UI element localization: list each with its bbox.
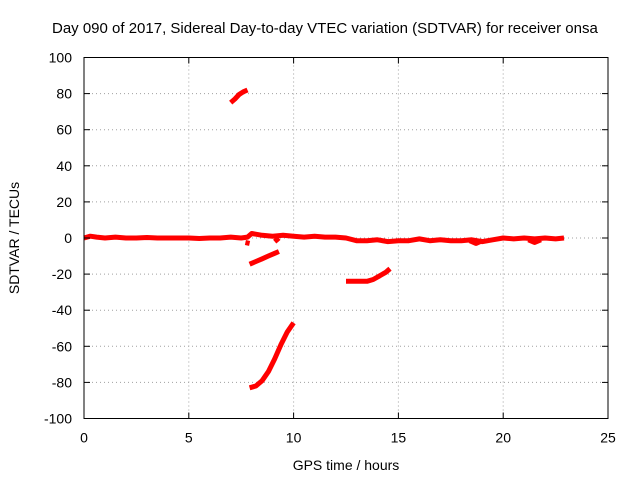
series-top-arc — [229, 87, 249, 105]
y-tick-label: -60 — [52, 338, 72, 354]
y-tick-label: 0 — [64, 230, 72, 246]
y-axis-label: SDTVAR / TECUs — [6, 182, 22, 294]
x-tick-label: 0 — [80, 430, 88, 446]
y-tick-label: -40 — [52, 302, 72, 318]
y-tick-label: 20 — [56, 194, 72, 210]
series-dip-late — [468, 238, 484, 246]
axis-ticks — [83, 57, 609, 419]
x-tick-label: 5 — [185, 430, 193, 446]
x-tick-labels: 0 5 10 15 20 25 — [80, 430, 616, 446]
y-tick-label: 100 — [49, 50, 73, 66]
y-tick-label: 40 — [56, 158, 72, 174]
y-tick-label: 60 — [56, 122, 72, 138]
x-axis-label: GPS time / hours — [293, 457, 400, 473]
x-tick-label: 20 — [495, 430, 511, 446]
y-tick-label: 80 — [56, 86, 72, 102]
series-bottom-curve — [248, 321, 296, 391]
y-tick-label: -80 — [52, 374, 72, 390]
y-tick-labels: -100 -80 -60 -40 -20 0 20 40 60 80 100 — [44, 50, 72, 427]
x-tick-label: 10 — [286, 430, 302, 446]
series-plateau-segment — [346, 266, 392, 284]
y-tick-label: -100 — [44, 411, 72, 427]
series-dip-end — [527, 237, 542, 245]
series-layer — [83, 87, 565, 391]
series-main-trace — [83, 231, 565, 245]
y-tick-label: -20 — [52, 266, 72, 282]
x-tick-label: 25 — [600, 430, 616, 446]
series-descending-segment — [248, 249, 280, 267]
series-dip-early — [244, 240, 251, 246]
chart-title: Day 090 of 2017, Sidereal Day-to-day VTE… — [52, 20, 598, 37]
x-tick-label: 15 — [391, 430, 407, 446]
series-step-segment — [273, 236, 281, 244]
